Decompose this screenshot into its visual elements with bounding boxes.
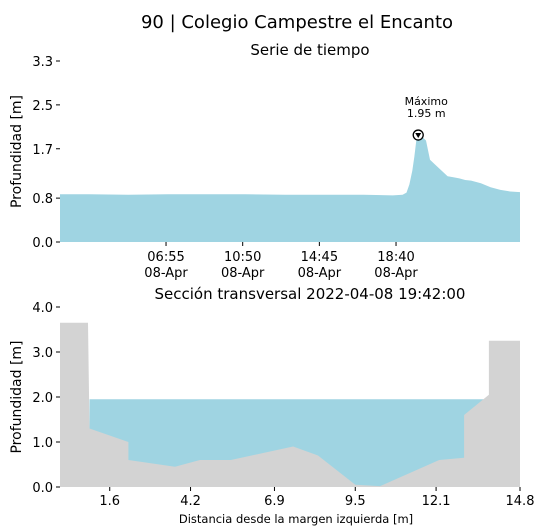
y-tick-label: 0.0 (32, 236, 53, 251)
y-tick-label: 2.5 (32, 99, 53, 114)
y-tick-label: 1.7 (32, 143, 53, 158)
x-tick-label: 9.5 (345, 494, 366, 509)
max-annotation-label: Máximo (405, 95, 449, 108)
y-tick-label: 4.0 (32, 301, 53, 316)
y-tick-label: 0.0 (32, 481, 53, 496)
x-tick-label-time: 14:45 (301, 250, 338, 265)
x-tick-label-date: 08-Apr (298, 266, 342, 281)
chart-title: Sección transversal 2022-04-08 19:42:00 (155, 285, 466, 303)
x-tick-label-time: 06:55 (147, 250, 184, 265)
x-tick-label: 14.8 (506, 494, 535, 509)
x-tick-label-time: 18:40 (377, 250, 414, 265)
figure-suptitle: 90 | Colegio Campestre el Encanto (141, 12, 453, 33)
max-marker-arrow-icon (415, 133, 422, 139)
y-tick-label: 0.8 (32, 192, 53, 207)
x-tick-label: 4.2 (180, 494, 201, 509)
y-axis-label: Profundidad [m] (9, 340, 25, 453)
y-tick-label: 2.0 (32, 391, 53, 406)
time-series-chart: Serie de tiempo Profundidad [m] 0.0 0.8 1.7 2… (9, 41, 520, 281)
x-tick-label: 1.6 (99, 494, 120, 509)
x-tick-label: 12.1 (422, 494, 451, 509)
x-tick-label-date: 08-Apr (144, 266, 188, 281)
x-tick-label: 6.9 (264, 494, 285, 509)
cross-section-chart: Sección transversal 2022-04-08 19:42:00 P… (9, 285, 534, 526)
x-tick-label-date: 08-Apr (221, 266, 265, 281)
x-axis-label: Distancia desde la margen izquierda [m] (179, 512, 413, 526)
x-tick-label-time: 10:50 (224, 250, 261, 265)
y-tick-label: 3.3 (32, 55, 53, 70)
y-tick-label: 3.0 (32, 346, 53, 361)
ground-profile-area (60, 322, 520, 487)
y-axis-label: Profundidad [m] (9, 95, 25, 208)
chart-title: Serie de tiempo (250, 41, 369, 59)
depth-area-series (60, 135, 520, 242)
x-tick-label-date: 08-Apr (374, 266, 418, 281)
y-tick-label: 1.0 (32, 436, 53, 451)
max-annotation-value: 1.95 m (407, 107, 446, 120)
